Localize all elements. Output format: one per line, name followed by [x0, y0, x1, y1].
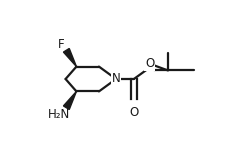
Text: H₂N: H₂N	[48, 108, 71, 121]
Polygon shape	[63, 49, 77, 67]
Polygon shape	[63, 91, 77, 109]
Text: F: F	[58, 38, 65, 51]
Text: O: O	[145, 57, 154, 70]
Text: N: N	[112, 73, 120, 85]
Text: O: O	[129, 106, 138, 119]
